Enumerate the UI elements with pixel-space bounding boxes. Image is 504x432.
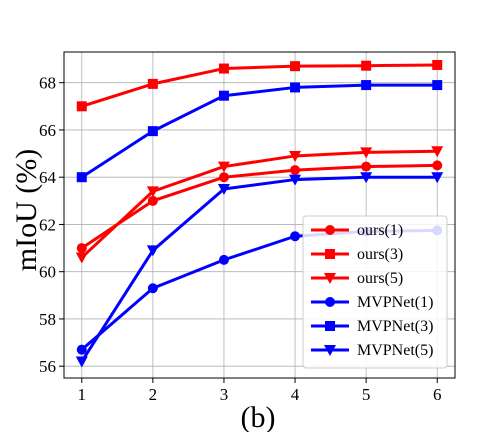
data-point [432,160,443,171]
y-tick-label: 64 [39,168,57,187]
data-point [218,63,229,74]
legend-marker [325,249,335,259]
x-tick-label: 5 [362,385,371,404]
data-point [361,80,372,91]
data-point [147,195,158,206]
data-point [289,174,302,186]
series-line [80,175,438,363]
data-point [360,172,373,184]
legend-marker [324,273,336,284]
y-tick-label: 58 [39,310,56,329]
legend-label: ours(1) [357,222,403,239]
y-axis-label: mIoU (%) [10,149,43,271]
data-point [147,126,158,137]
series-ours3 [76,59,443,112]
y-tick-label: 60 [39,263,56,282]
series-line [81,63,438,108]
data-point [76,243,87,254]
series-layer [75,59,444,368]
legend-marker [325,225,335,235]
data-point [218,172,229,183]
plot-frame [63,51,456,379]
x-tick-label: 1 [78,385,87,404]
data-point [432,59,443,70]
data-point [431,172,444,184]
data-point [289,150,302,162]
legend-item: MVPNet(3) [311,318,433,335]
x-tick-label: 3 [220,385,229,404]
data-point [218,254,229,265]
data-point [147,283,158,294]
data-point [290,165,301,176]
x-tick-label: 2 [149,385,158,404]
data-point [432,80,443,91]
legend: ours(1) ours(3) ours(5) MVPNet(1) MVPNet(3) M… [302,215,448,369]
data-point [290,231,301,242]
chart-caption: (b) [241,401,276,432]
legend-marker [325,321,335,331]
legend-item: MVPNet(1) [311,294,433,311]
series-mvpnet3 [76,80,443,183]
data-point [75,252,88,264]
data-point [146,245,159,257]
series-line [80,83,438,179]
legend-item: ours(1) [311,222,403,239]
legend-label: MVPNet(1) [357,294,433,311]
data-point [76,344,87,355]
series-ours1 [76,160,443,254]
data-point [290,82,301,93]
legend-item: ours(3) [311,246,403,263]
legend-marker [325,297,335,307]
legend-item: MVPNet(5) [311,342,433,359]
legend-label: ours(3) [357,246,403,263]
x-tick-label: 4 [291,385,300,404]
series-line [80,149,438,259]
legend-marker [324,345,336,356]
data-point [217,184,230,196]
y-tick-label: 62 [39,215,56,234]
y-tick-label: 56 [39,357,56,376]
series-mvpnet5 [75,172,444,368]
data-point [76,172,87,183]
data-point [75,356,88,368]
legend-item: ours(5) [311,270,403,287]
legend-label: MVPNet(3) [357,318,433,335]
data-point [360,147,373,159]
y-tick-label: 68 [39,74,56,93]
data-point [218,90,229,101]
series-ours5 [75,146,444,264]
data-point [290,61,301,72]
legend-label: MVPNet(5) [357,342,433,359]
data-point [217,161,230,173]
data-point [146,186,159,198]
series-line [80,163,438,250]
data-point [76,101,87,112]
data-point [361,161,372,172]
x-tick-label: 6 [433,385,442,404]
data-point [147,78,158,89]
data-point [361,60,372,71]
data-point [431,146,444,158]
legend-label: ours(5) [357,270,403,287]
y-tick-label: 66 [39,121,56,140]
